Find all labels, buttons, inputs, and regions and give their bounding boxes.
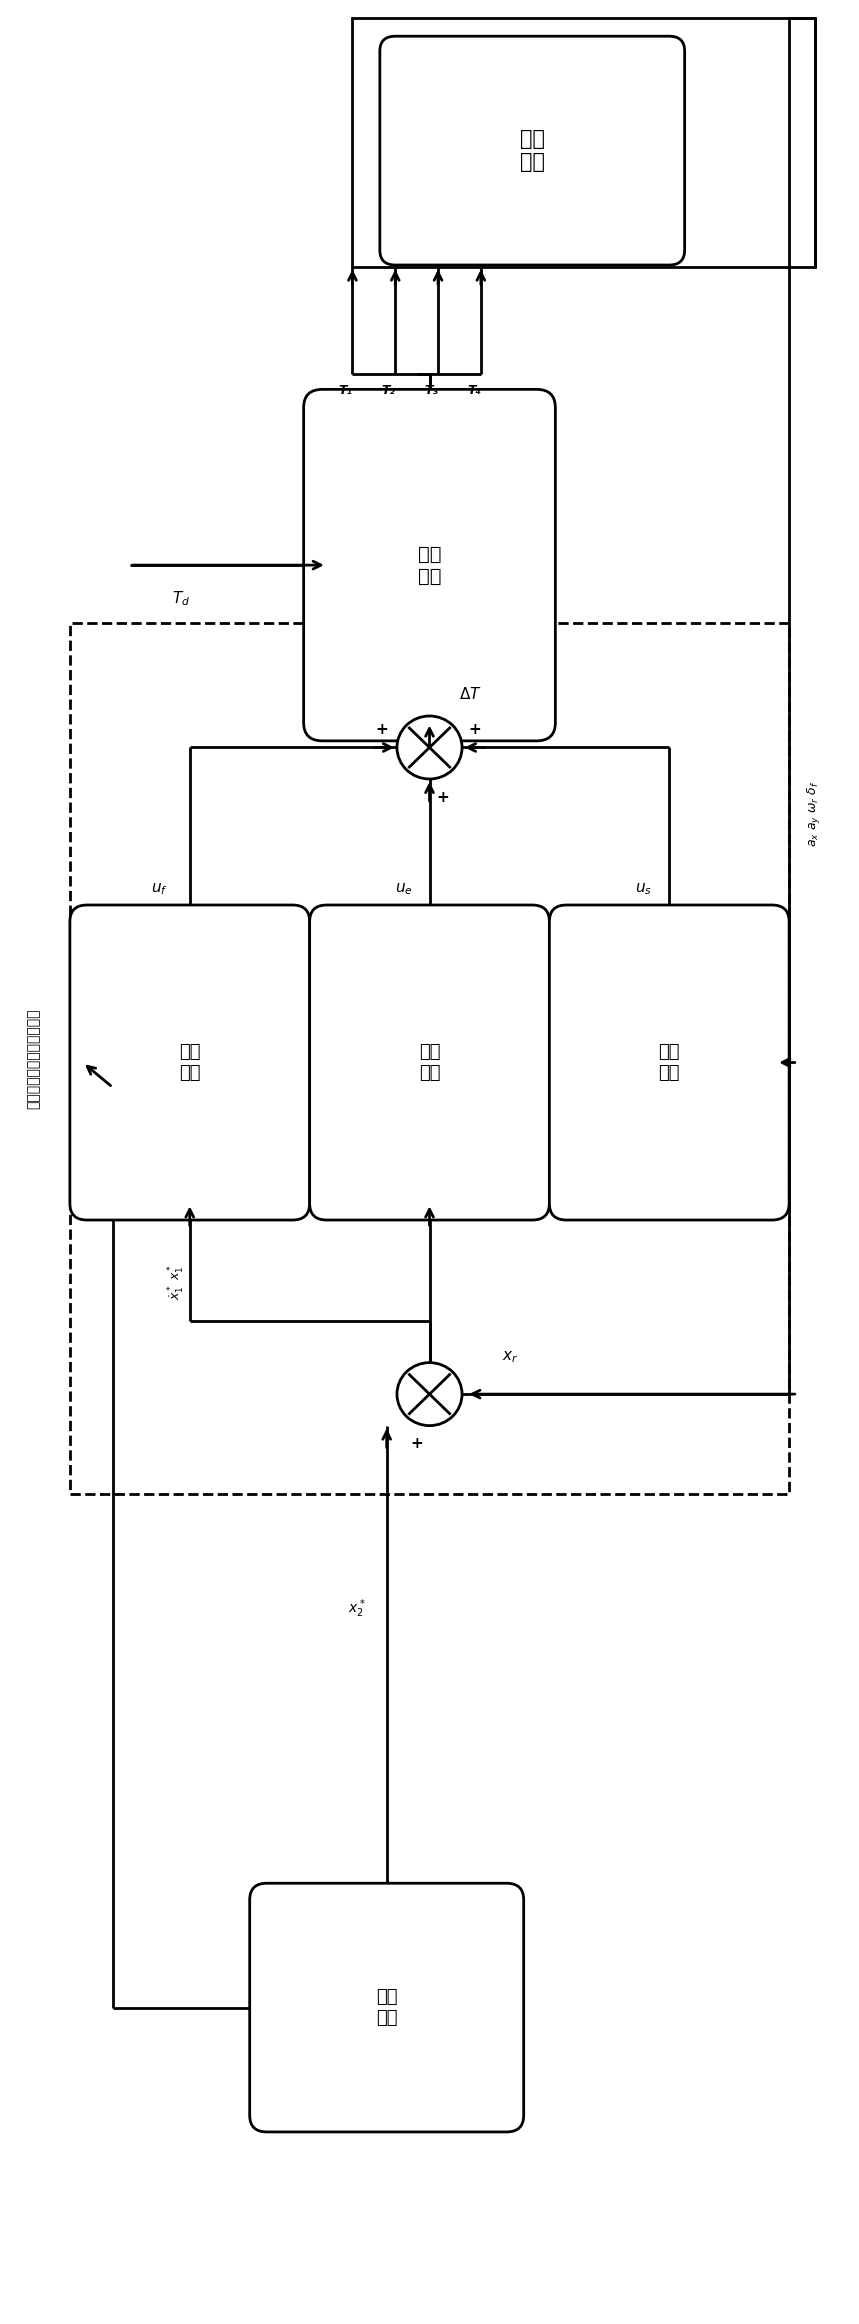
FancyBboxPatch shape bbox=[380, 37, 685, 265]
Circle shape bbox=[397, 1362, 462, 1425]
Text: 线控差动转向非线性控制器: 线控差动转向非线性控制器 bbox=[27, 1009, 41, 1109]
Text: +: + bbox=[468, 723, 481, 737]
Text: $x_2^*$: $x_2^*$ bbox=[348, 1597, 366, 1620]
Text: 驱动
系统: 驱动 系统 bbox=[520, 130, 545, 172]
Text: $a_x\ a_y\ \omega_r\ \delta_f$: $a_x\ a_y\ \omega_r\ \delta_f$ bbox=[805, 781, 821, 848]
FancyBboxPatch shape bbox=[303, 390, 556, 741]
Text: 前馈
控制: 前馈 控制 bbox=[179, 1043, 200, 1083]
FancyBboxPatch shape bbox=[550, 904, 789, 1220]
Text: +: + bbox=[375, 723, 388, 737]
Text: $\Delta T$: $\Delta T$ bbox=[460, 686, 482, 702]
Text: 反馈
控制: 反馈 控制 bbox=[418, 1043, 441, 1083]
Text: $u_e$: $u_e$ bbox=[395, 881, 412, 897]
Text: $u_f$: $u_f$ bbox=[151, 881, 168, 897]
Bar bbox=[352, 19, 815, 267]
Text: +: + bbox=[411, 1436, 423, 1452]
Text: +: + bbox=[436, 790, 448, 804]
Text: $\dot{x}_1^*\ x_1^*$: $\dot{x}_1^*\ x_1^*$ bbox=[167, 1264, 187, 1299]
Text: $T_d$: $T_d$ bbox=[172, 588, 190, 607]
Text: $u_s$: $u_s$ bbox=[635, 881, 652, 897]
Text: T₁: T₁ bbox=[338, 383, 352, 397]
FancyBboxPatch shape bbox=[70, 904, 309, 1220]
Text: T₂: T₂ bbox=[381, 383, 395, 397]
Circle shape bbox=[397, 716, 462, 779]
Text: $x_r$: $x_r$ bbox=[503, 1350, 519, 1364]
FancyBboxPatch shape bbox=[309, 904, 550, 1220]
Text: T₃: T₃ bbox=[424, 383, 438, 397]
FancyBboxPatch shape bbox=[250, 1882, 524, 2131]
Text: 驾驶
模型: 驾驶 模型 bbox=[376, 1989, 398, 2027]
Text: 转矩
分配: 转矩 分配 bbox=[417, 544, 442, 586]
Text: T₄: T₄ bbox=[467, 383, 481, 397]
Text: 稳态
控制: 稳态 控制 bbox=[659, 1043, 680, 1083]
Bar bbox=[70, 623, 789, 1494]
